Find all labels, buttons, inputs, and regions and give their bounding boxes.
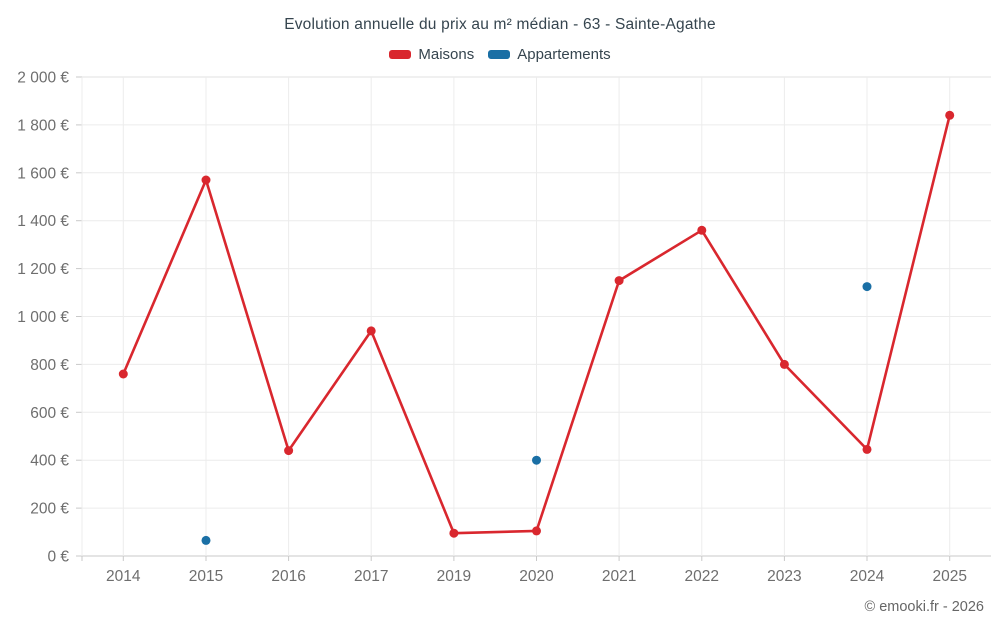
chart-title: Evolution annuelle du prix au m² médian …: [284, 16, 716, 33]
maisons-series-swatch: [389, 50, 412, 59]
svg-text:1 600 €: 1 600 €: [17, 165, 69, 182]
legend-item-appartements[interactable]: Appartements: [488, 46, 611, 63]
svg-text:2025: 2025: [932, 568, 966, 585]
maisons-legend-label: Maisons: [418, 46, 475, 63]
svg-text:2021: 2021: [602, 568, 636, 585]
legend: Maisons Appartements: [0, 46, 1000, 63]
svg-text:2015: 2015: [189, 568, 223, 585]
svg-text:2 000 €: 2 000 €: [17, 70, 69, 87]
svg-text:2022: 2022: [685, 568, 719, 585]
svg-text:2014: 2014: [106, 568, 141, 585]
svg-text:1 400 €: 1 400 €: [17, 213, 69, 230]
svg-text:2024: 2024: [850, 568, 885, 585]
legend-item-maisons[interactable]: Maisons: [389, 46, 474, 63]
svg-text:2023: 2023: [767, 568, 801, 585]
svg-text:400 €: 400 €: [30, 453, 69, 470]
appartements-legend-label: Appartements: [517, 46, 611, 63]
svg-text:200 €: 200 €: [30, 501, 69, 518]
svg-text:800 €: 800 €: [30, 357, 69, 374]
appartements-series-swatch: [488, 50, 511, 59]
svg-text:2016: 2016: [271, 568, 305, 585]
svg-text:2020: 2020: [519, 568, 554, 585]
watermark-credit: © emooki.fr - 2026: [864, 599, 984, 615]
svg-text:1 000 €: 1 000 €: [17, 309, 69, 326]
svg-text:0 €: 0 €: [47, 549, 69, 566]
svg-text:600 €: 600 €: [30, 405, 69, 422]
svg-text:2017: 2017: [354, 568, 388, 585]
svg-text:1 200 €: 1 200 €: [17, 261, 69, 278]
svg-text:2019: 2019: [437, 568, 471, 585]
svg-text:1 800 €: 1 800 €: [17, 117, 69, 134]
